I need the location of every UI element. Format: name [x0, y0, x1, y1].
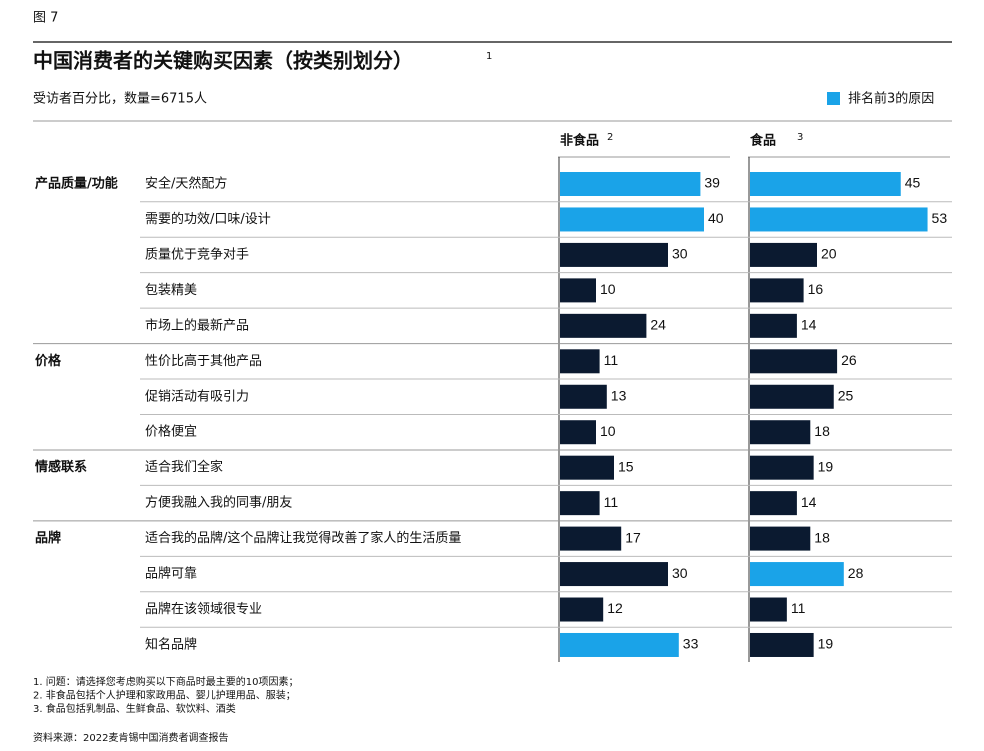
bar [750, 526, 811, 551]
bar [750, 632, 814, 657]
value-label: 11 [604, 494, 619, 510]
title-note: 1 [486, 51, 492, 62]
category-label: 适合我们全家 [145, 459, 223, 475]
bar [560, 455, 614, 480]
bar [560, 313, 647, 338]
value-label: 30 [672, 565, 688, 581]
bar [560, 597, 604, 622]
bar [750, 420, 811, 445]
panel-note: 3 [797, 132, 803, 143]
value-label: 26 [841, 352, 857, 368]
value-label: 14 [801, 494, 817, 510]
bar [750, 207, 928, 232]
value-label: 33 [683, 636, 699, 652]
value-label: 40 [708, 210, 724, 226]
bar [750, 278, 804, 303]
bar [560, 526, 622, 551]
bar [750, 172, 901, 196]
footnote: 3. 食品包括乳制品、生鲜食品、软饮料、酒类 [33, 702, 236, 715]
bar [560, 491, 600, 516]
group-label: 价格 [35, 353, 62, 369]
figure-label: 图 7 [33, 11, 58, 26]
category-label: 品牌可靠 [145, 566, 197, 582]
value-label: 20 [821, 246, 837, 262]
source: 资料来源：2022麦肯锡中国消费者调查报告 [33, 731, 228, 744]
bar [560, 207, 704, 232]
group-label: 产品质量/功能 [35, 176, 118, 192]
value-label: 13 [611, 387, 627, 403]
group-label: 品牌 [35, 530, 61, 546]
category-label: 促销活动有吸引力 [145, 389, 249, 404]
bar [560, 632, 679, 657]
category-label: 适合我的品牌/这个品牌让我觉得改善了家人的生活质量 [145, 530, 461, 546]
bar [750, 313, 797, 338]
group-label: 情感联系 [35, 459, 87, 475]
category-label: 方便我融入我的同事/朋友 [145, 495, 292, 511]
category-label: 市场上的最新产品 [145, 317, 249, 333]
bar [560, 420, 596, 445]
value-label: 53 [932, 210, 948, 226]
bar [750, 491, 797, 516]
subtitle: 受访者百分比，数量=6715人 [33, 92, 207, 107]
bar [750, 597, 787, 622]
value-label: 14 [801, 317, 817, 333]
value-label: 28 [848, 565, 864, 581]
category-label: 需要的功效/口味/设计 [145, 211, 271, 227]
bar [560, 278, 596, 303]
panel-title: 食品 [750, 133, 776, 149]
value-label: 17 [625, 529, 641, 545]
category-label: 价格便宜 [145, 424, 197, 440]
footnote: 1. 问题：请选择您考虑购买以下商品时最主要的10项因素； [33, 675, 298, 688]
bar [560, 349, 600, 374]
bar [560, 242, 668, 267]
category-label: 质量优于竞争对手 [145, 246, 249, 262]
chart-title: 中国消费者的关键购买因素（按类别划分） [33, 49, 413, 73]
legend-label: 排名前3的原因 [848, 91, 934, 107]
bar [560, 384, 607, 409]
panel-title: 非食品 [560, 133, 599, 149]
value-label: 19 [818, 636, 834, 652]
bar [750, 349, 838, 374]
value-label: 25 [838, 387, 854, 403]
value-label: 12 [607, 600, 623, 616]
value-label: 10 [600, 281, 616, 297]
category-label: 包装精美 [145, 283, 197, 298]
bar [750, 455, 814, 480]
footnote: 2. 非食品包括个人护理和家政用品、婴儿护理用品、服装； [33, 689, 296, 702]
value-label: 18 [814, 423, 830, 439]
value-label: 39 [704, 175, 720, 191]
value-label: 18 [814, 529, 830, 545]
bar [560, 172, 701, 196]
bar [750, 562, 844, 587]
panel-note: 2 [607, 132, 613, 143]
category-label: 知名品牌 [145, 636, 197, 652]
value-label: 16 [808, 281, 824, 297]
value-label: 11 [791, 600, 806, 616]
value-label: 24 [650, 317, 666, 333]
value-label: 11 [604, 352, 619, 368]
value-label: 19 [818, 458, 834, 474]
category-label: 品牌在该领域很专业 [145, 601, 262, 617]
value-label: 45 [905, 175, 921, 191]
value-label: 15 [618, 458, 634, 474]
category-label: 性价比高于其他产品 [145, 353, 262, 369]
legend-swatch [827, 92, 840, 105]
bar [750, 242, 817, 267]
value-label: 10 [600, 423, 616, 439]
category-label: 安全/天然配方 [145, 176, 227, 192]
value-label: 30 [672, 246, 688, 262]
bar [560, 562, 668, 587]
bar [750, 384, 834, 409]
